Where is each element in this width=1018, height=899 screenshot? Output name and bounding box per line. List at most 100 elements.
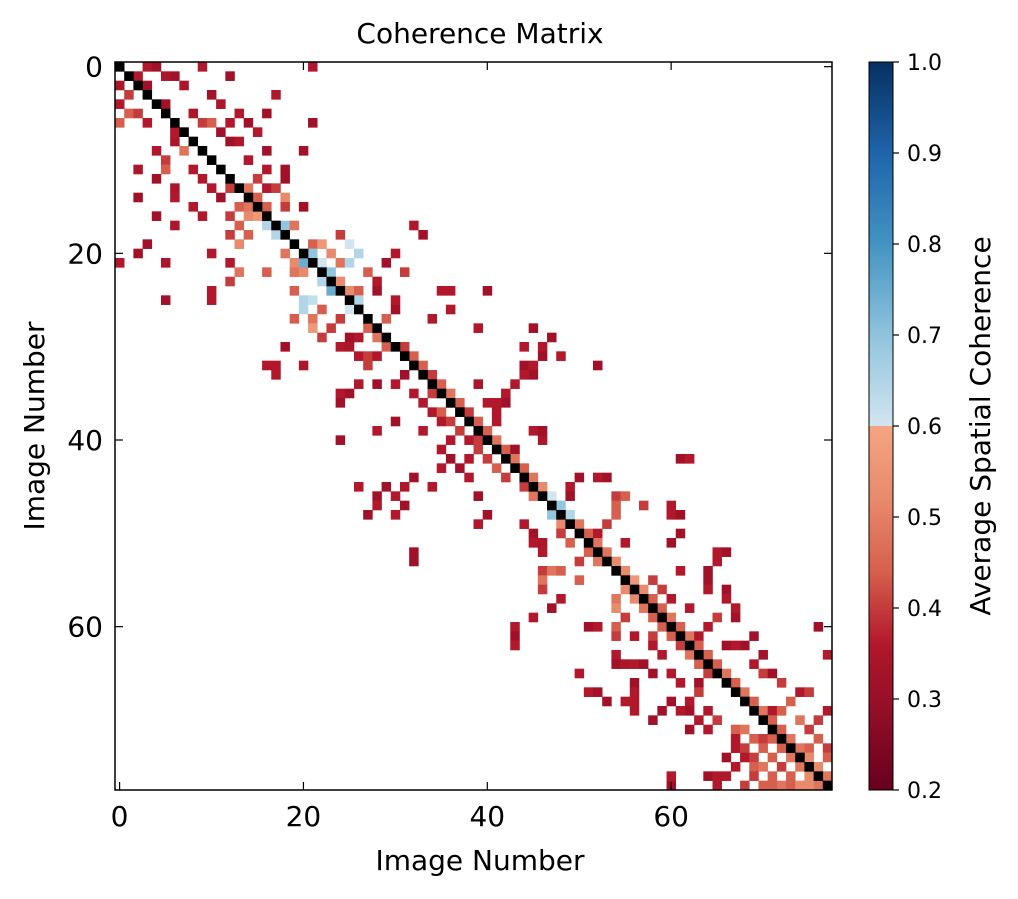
heatmap-cell <box>197 118 208 128</box>
heatmap-cell <box>170 220 180 231</box>
heatmap-cell <box>151 211 162 221</box>
heatmap-cell <box>537 566 548 576</box>
heatmap-cell <box>675 622 686 632</box>
heatmap-diagonal-cell <box>262 211 272 221</box>
heatmap-cell <box>464 407 474 417</box>
colorbar-ticks: 0.2 0.3 0.4 0.5 0.6 0.7 0.8 0.9 1.0 <box>893 51 942 804</box>
heatmap-cell <box>730 678 741 688</box>
heatmap-diagonal-cell <box>528 482 539 492</box>
heatmap-cell <box>197 62 208 72</box>
heatmap-diagonal-cell <box>142 90 153 100</box>
heatmap-cell <box>648 631 658 641</box>
heatmap-cell <box>593 472 603 483</box>
heatmap-cell <box>473 444 483 455</box>
heatmap-cell <box>262 183 272 193</box>
heatmap-diagonal-cell <box>326 276 336 287</box>
heatmap-cell <box>206 183 217 193</box>
heatmap-cell <box>804 724 814 735</box>
heatmap-cell <box>399 482 410 492</box>
heatmap-diagonal-cell <box>409 360 419 371</box>
heatmap-cell <box>611 491 621 501</box>
heatmap-cell <box>501 444 511 455</box>
heatmap-cell <box>730 734 741 744</box>
heatmap-cell <box>730 612 741 623</box>
heatmap-cell <box>455 463 465 473</box>
heatmap-cell <box>399 267 410 277</box>
heatmap-cell <box>822 650 833 660</box>
heatmap-diagonal <box>115 62 833 791</box>
heatmap-cell <box>519 342 529 352</box>
heatmap-cell <box>216 99 226 109</box>
heatmap-cell <box>666 668 677 679</box>
heatmap-cell <box>666 594 677 604</box>
heatmap-cell <box>804 752 814 763</box>
heatmap-cell <box>188 108 199 119</box>
colorbar <box>868 61 894 791</box>
heatmap-diagonal-cell <box>188 136 199 147</box>
heatmap-cell <box>657 706 667 716</box>
heatmap-cell <box>179 146 189 156</box>
heatmap-cell <box>749 631 759 641</box>
heatmap-cell <box>142 118 153 128</box>
heatmap-cell <box>473 416 483 427</box>
heatmap-cell <box>813 762 824 772</box>
heatmap-cell <box>519 370 529 380</box>
heatmap-cell <box>648 640 658 651</box>
heatmap-cell <box>675 678 686 688</box>
heatmap-diagonal-cell <box>593 547 603 557</box>
heatmap-cell <box>372 276 382 287</box>
heatmap-cell <box>390 295 401 305</box>
heatmap-cell <box>629 687 640 697</box>
heatmap-cell <box>298 304 309 315</box>
heatmap-cell <box>776 724 787 735</box>
heatmap-cell <box>289 220 300 231</box>
heatmap-cell <box>776 678 787 688</box>
heatmap-cell <box>565 482 575 492</box>
heatmap-cell <box>730 724 741 735</box>
heatmap-cell <box>749 734 759 744</box>
heatmap-cell <box>409 351 419 361</box>
heatmap-cell <box>528 472 539 483</box>
heatmap-cell <box>115 258 125 268</box>
heatmap-cell <box>160 295 171 305</box>
heatmap-diagonal-cell <box>344 295 355 305</box>
heatmap-cell <box>574 575 585 585</box>
heatmap-diagonal-cell <box>170 118 180 128</box>
heatmap-cell <box>363 351 373 361</box>
heatmap-cell <box>786 771 796 781</box>
colorbar-tick-label: 0.9 <box>907 142 942 167</box>
heatmap-diagonal-cell <box>160 108 171 119</box>
heatmap-cell <box>206 286 217 296</box>
heatmap-cell <box>804 780 814 791</box>
heatmap-cell <box>804 743 814 753</box>
heatmap-cell <box>675 454 686 464</box>
heatmap-diagonal-cell <box>510 463 520 473</box>
heatmap-cell <box>170 192 180 203</box>
heatmap-cell <box>170 127 180 137</box>
heatmap-cell <box>464 435 474 445</box>
heatmap-cell <box>243 118 254 128</box>
heatmap-cell <box>519 463 529 473</box>
heatmap-cell <box>308 118 318 128</box>
heatmap-diagonal-cell <box>133 80 143 91</box>
heatmap-cell <box>335 258 346 268</box>
heatmap-cell <box>372 491 382 501</box>
heatmap-cell <box>124 108 134 119</box>
heatmap-cell <box>721 668 732 679</box>
heatmap-diagonal-cell <box>399 351 410 361</box>
heatmap-cell <box>262 360 272 371</box>
heatmap-cell <box>740 687 750 697</box>
heatmap-cell <box>684 650 695 660</box>
heatmap-cell <box>684 454 695 464</box>
heatmap-cell <box>335 388 346 399</box>
heatmap-cell <box>749 696 759 707</box>
heatmap-cell <box>675 510 686 520</box>
heatmap-cell <box>767 771 778 781</box>
heatmap-diagonal-cell <box>776 734 787 744</box>
heatmap-cell <box>565 491 575 501</box>
heatmap-diagonal-cell <box>124 71 134 81</box>
heatmap-cell <box>813 734 824 744</box>
heatmap-cell <box>436 444 447 455</box>
heatmap-cell <box>445 435 456 445</box>
heatmap-cell <box>721 640 732 651</box>
